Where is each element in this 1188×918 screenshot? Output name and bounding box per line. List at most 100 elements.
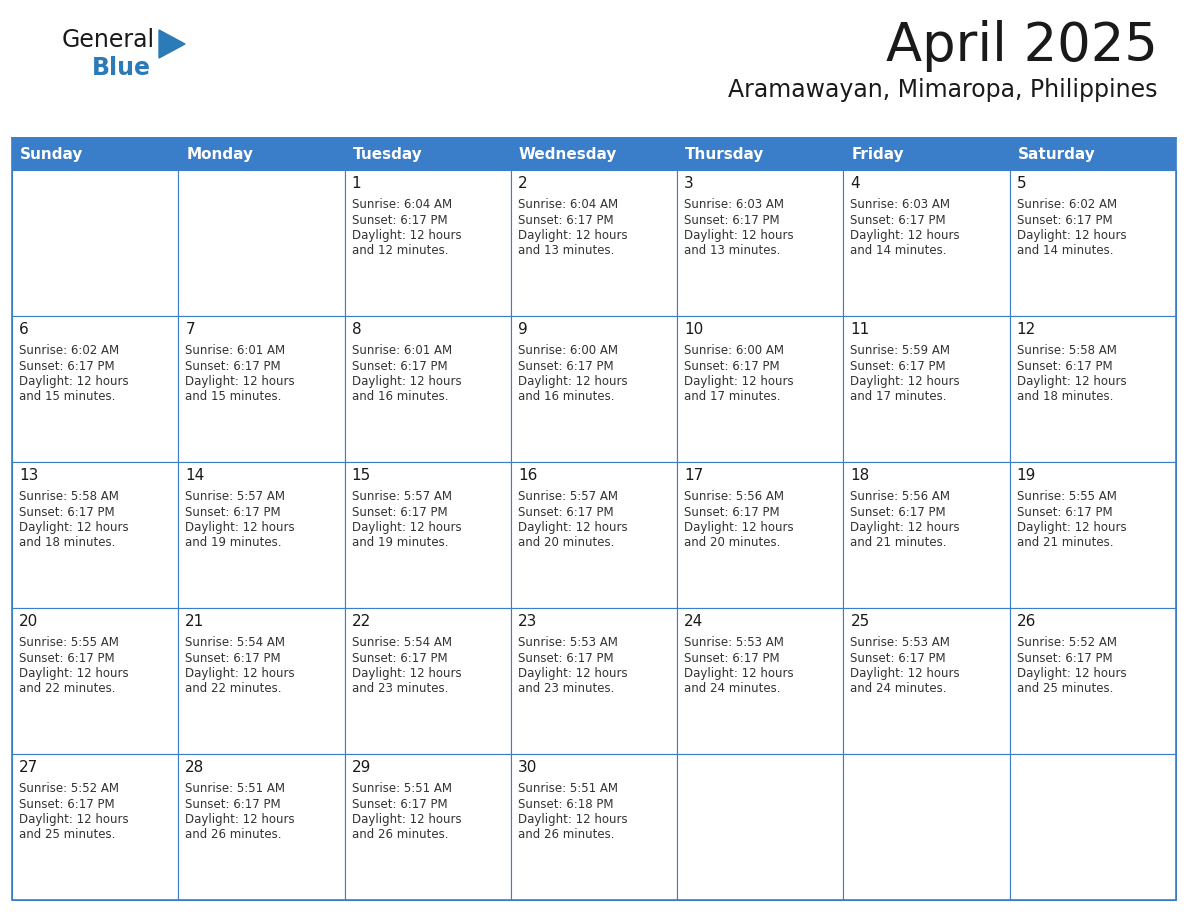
Text: Daylight: 12 hours: Daylight: 12 hours [1017, 667, 1126, 680]
Text: Daylight: 12 hours: Daylight: 12 hours [185, 667, 295, 680]
Text: Sunrise: 5:52 AM: Sunrise: 5:52 AM [1017, 636, 1117, 649]
Text: Friday: Friday [852, 147, 904, 162]
Text: Sunset: 6:17 PM: Sunset: 6:17 PM [1017, 506, 1112, 519]
Text: and 14 minutes.: and 14 minutes. [1017, 244, 1113, 258]
Text: 28: 28 [185, 760, 204, 775]
Bar [511, 170, 677, 316]
Text: and 15 minutes.: and 15 minutes. [185, 390, 282, 404]
Bar [12, 608, 178, 754]
Text: and 20 minutes.: and 20 minutes. [518, 536, 614, 550]
Text: Daylight: 12 hours: Daylight: 12 hours [19, 667, 128, 680]
Bar [677, 316, 843, 462]
Text: Sunrise: 5:53 AM: Sunrise: 5:53 AM [851, 636, 950, 649]
Bar [511, 608, 677, 754]
Text: and 26 minutes.: and 26 minutes. [352, 829, 448, 842]
Text: Sunrise: 6:01 AM: Sunrise: 6:01 AM [352, 344, 451, 357]
Text: Saturday: Saturday [1018, 147, 1095, 162]
Text: Daylight: 12 hours: Daylight: 12 hours [518, 521, 627, 534]
Text: Sunset: 6:17 PM: Sunset: 6:17 PM [518, 214, 613, 227]
Bar [1010, 754, 1176, 900]
Text: April 2025: April 2025 [886, 20, 1158, 72]
Text: Sunset: 6:17 PM: Sunset: 6:17 PM [19, 360, 114, 373]
Bar [178, 608, 345, 754]
Text: Sunrise: 5:53 AM: Sunrise: 5:53 AM [684, 636, 784, 649]
Text: 9: 9 [518, 322, 527, 337]
Text: Sunday: Sunday [20, 147, 83, 162]
Text: Sunrise: 6:04 AM: Sunrise: 6:04 AM [352, 198, 451, 211]
Bar [843, 754, 1010, 900]
Text: Sunset: 6:17 PM: Sunset: 6:17 PM [185, 360, 280, 373]
Bar [12, 170, 178, 316]
Text: 19: 19 [1017, 468, 1036, 483]
Text: Daylight: 12 hours: Daylight: 12 hours [518, 813, 627, 826]
Text: Sunset: 6:17 PM: Sunset: 6:17 PM [518, 506, 613, 519]
Text: 25: 25 [851, 614, 870, 629]
Text: Sunrise: 5:55 AM: Sunrise: 5:55 AM [1017, 490, 1117, 503]
Text: 12: 12 [1017, 322, 1036, 337]
Text: Sunset: 6:18 PM: Sunset: 6:18 PM [518, 798, 613, 811]
Text: and 25 minutes.: and 25 minutes. [1017, 682, 1113, 696]
Bar [677, 170, 843, 316]
Text: Daylight: 12 hours: Daylight: 12 hours [684, 375, 794, 388]
Bar [677, 462, 843, 608]
Text: 4: 4 [851, 176, 860, 191]
Bar [345, 462, 511, 608]
Text: Sunset: 6:17 PM: Sunset: 6:17 PM [352, 798, 447, 811]
Text: Sunrise: 5:52 AM: Sunrise: 5:52 AM [19, 782, 119, 795]
Text: and 22 minutes.: and 22 minutes. [185, 682, 282, 696]
Text: Wednesday: Wednesday [519, 147, 618, 162]
Text: and 25 minutes.: and 25 minutes. [19, 829, 115, 842]
Text: Daylight: 12 hours: Daylight: 12 hours [684, 667, 794, 680]
Bar [178, 170, 345, 316]
Text: Daylight: 12 hours: Daylight: 12 hours [851, 375, 960, 388]
Bar [345, 170, 511, 316]
Text: Sunrise: 6:01 AM: Sunrise: 6:01 AM [185, 344, 285, 357]
Text: Daylight: 12 hours: Daylight: 12 hours [19, 375, 128, 388]
Text: Sunset: 6:17 PM: Sunset: 6:17 PM [19, 506, 114, 519]
Text: and 13 minutes.: and 13 minutes. [684, 244, 781, 258]
Text: and 23 minutes.: and 23 minutes. [518, 682, 614, 696]
Bar [677, 754, 843, 900]
Text: Daylight: 12 hours: Daylight: 12 hours [851, 229, 960, 242]
Bar [1010, 462, 1176, 608]
Text: Sunrise: 5:57 AM: Sunrise: 5:57 AM [352, 490, 451, 503]
Text: and 13 minutes.: and 13 minutes. [518, 244, 614, 258]
Bar [677, 608, 843, 754]
Bar [1010, 170, 1176, 316]
Text: Daylight: 12 hours: Daylight: 12 hours [352, 229, 461, 242]
Text: Sunrise: 5:51 AM: Sunrise: 5:51 AM [518, 782, 618, 795]
Text: 15: 15 [352, 468, 371, 483]
Text: Sunset: 6:17 PM: Sunset: 6:17 PM [1017, 652, 1112, 665]
Text: Sunrise: 5:55 AM: Sunrise: 5:55 AM [19, 636, 119, 649]
Text: Blue: Blue [91, 56, 151, 80]
Text: 17: 17 [684, 468, 703, 483]
Text: Tuesday: Tuesday [353, 147, 422, 162]
Text: and 16 minutes.: and 16 minutes. [352, 390, 448, 404]
Text: 18: 18 [851, 468, 870, 483]
Text: Monday: Monday [187, 147, 253, 162]
Bar [511, 754, 677, 900]
Text: Sunset: 6:17 PM: Sunset: 6:17 PM [352, 360, 447, 373]
Text: and 15 minutes.: and 15 minutes. [19, 390, 115, 404]
Text: Sunset: 6:17 PM: Sunset: 6:17 PM [851, 652, 946, 665]
Text: Sunset: 6:17 PM: Sunset: 6:17 PM [518, 652, 613, 665]
Text: Daylight: 12 hours: Daylight: 12 hours [352, 521, 461, 534]
Text: Sunset: 6:17 PM: Sunset: 6:17 PM [851, 360, 946, 373]
Text: 10: 10 [684, 322, 703, 337]
Text: Sunrise: 5:56 AM: Sunrise: 5:56 AM [851, 490, 950, 503]
Text: and 17 minutes.: and 17 minutes. [684, 390, 781, 404]
Text: Sunset: 6:17 PM: Sunset: 6:17 PM [185, 652, 280, 665]
Text: and 24 minutes.: and 24 minutes. [851, 682, 947, 696]
Bar [511, 462, 677, 608]
Text: Sunrise: 6:04 AM: Sunrise: 6:04 AM [518, 198, 618, 211]
Text: Daylight: 12 hours: Daylight: 12 hours [1017, 229, 1126, 242]
Bar [178, 462, 345, 608]
Text: General: General [62, 28, 156, 52]
Text: 26: 26 [1017, 614, 1036, 629]
Text: Daylight: 12 hours: Daylight: 12 hours [851, 667, 960, 680]
Text: Daylight: 12 hours: Daylight: 12 hours [352, 375, 461, 388]
Text: Daylight: 12 hours: Daylight: 12 hours [518, 667, 627, 680]
Text: Sunrise: 5:57 AM: Sunrise: 5:57 AM [518, 490, 618, 503]
Text: Daylight: 12 hours: Daylight: 12 hours [684, 229, 794, 242]
Text: Sunrise: 5:54 AM: Sunrise: 5:54 AM [185, 636, 285, 649]
